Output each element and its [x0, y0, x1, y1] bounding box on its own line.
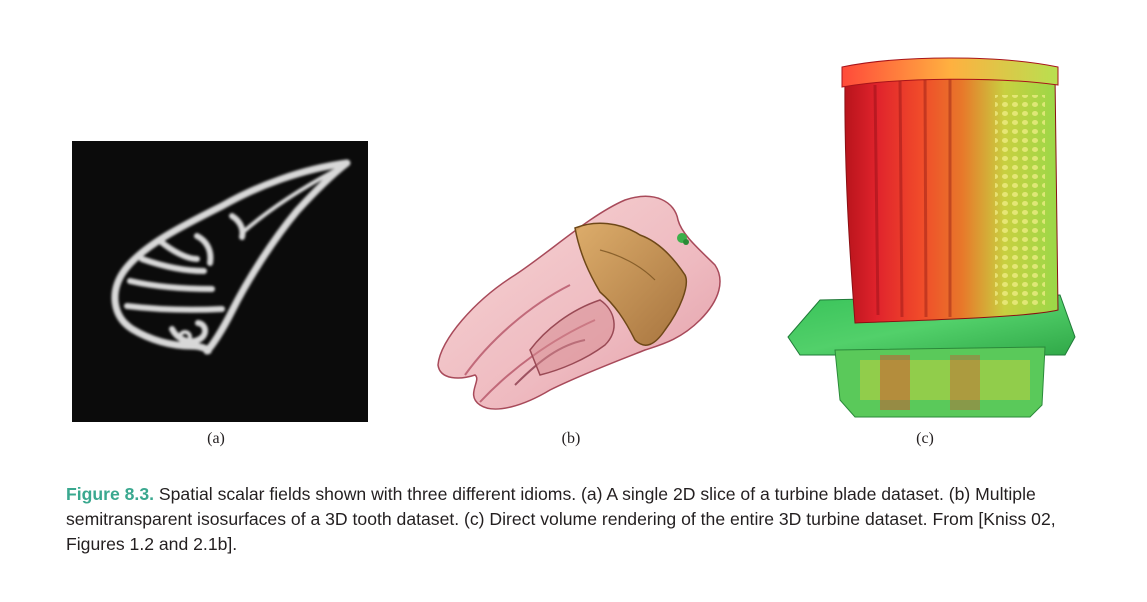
figure-number: Figure 8.3.	[66, 484, 154, 504]
figure-caption: Figure 8.3. Spatial scalar fields shown …	[66, 482, 1086, 557]
panel-a-label: (a)	[207, 430, 225, 447]
turbine-volume-rendering-image	[780, 55, 1080, 425]
caption-text: Spatial scalar fields shown with three d…	[66, 484, 1056, 554]
turbine-slice-image	[72, 141, 368, 422]
panel-b-label: (b)	[561, 430, 581, 447]
tooth-isosurface-image	[420, 180, 730, 425]
panel-c-label: (c)	[916, 430, 934, 447]
